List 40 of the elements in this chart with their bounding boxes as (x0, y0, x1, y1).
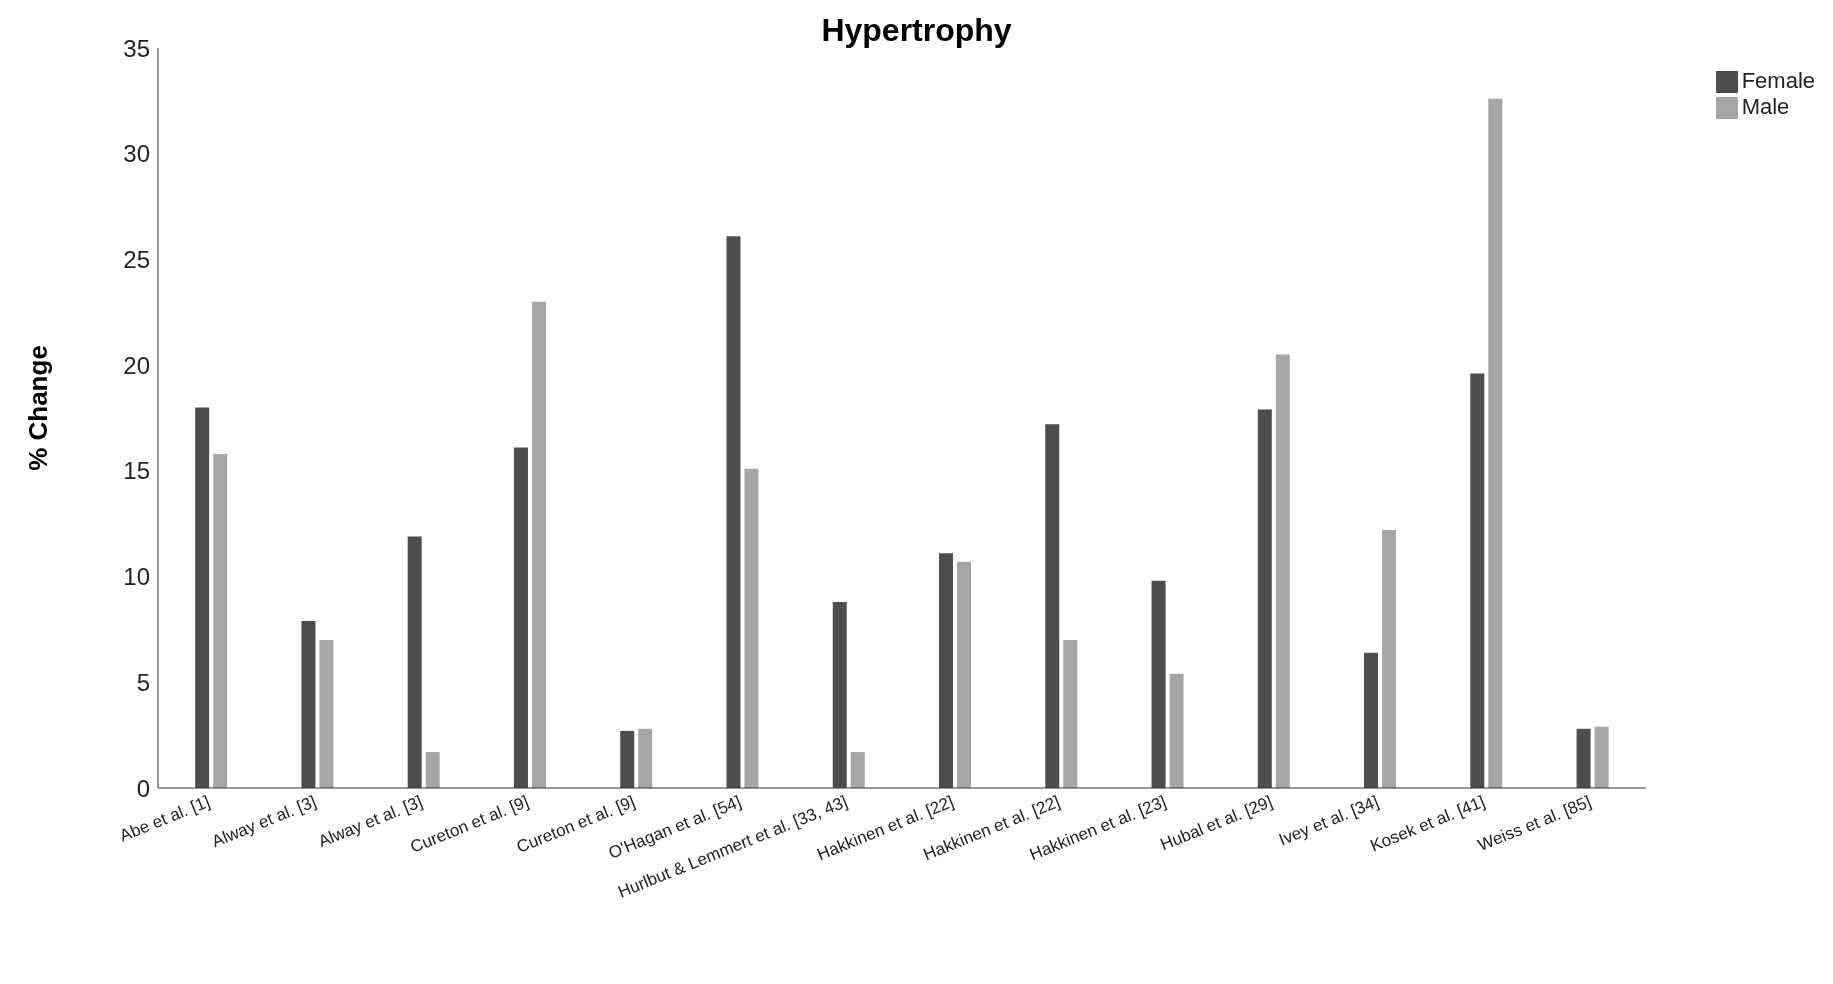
bar (1594, 726, 1609, 788)
bar (1045, 424, 1060, 788)
bar (1488, 98, 1503, 788)
bar (939, 553, 954, 788)
bar (1470, 373, 1485, 788)
bar (1382, 530, 1397, 788)
y-axis-title: % Change (22, 345, 54, 471)
bar (513, 447, 528, 788)
y-tick-label: 5 (136, 668, 150, 696)
chart-title: Hypertrophy (821, 12, 1012, 48)
bar (1063, 640, 1078, 788)
bar (1169, 673, 1184, 788)
bar (1151, 580, 1166, 788)
bar (1576, 728, 1591, 788)
bar (832, 601, 847, 788)
bar (850, 752, 865, 788)
bar (1364, 652, 1379, 788)
bar (195, 407, 210, 788)
bar (1275, 354, 1290, 788)
y-tick-label: 10 (123, 563, 150, 591)
bar (531, 301, 546, 788)
legend-label: Female (1741, 68, 1815, 93)
bar (1257, 409, 1272, 788)
y-tick-label: 20 (123, 351, 150, 379)
y-tick-label: 25 (123, 245, 150, 273)
y-tick-label: 0 (136, 774, 150, 802)
bar (957, 561, 972, 788)
y-tick-label: 35 (123, 34, 150, 62)
bar (213, 453, 228, 788)
y-tick-label: 15 (123, 457, 150, 485)
bar (301, 620, 316, 788)
bar (319, 640, 334, 788)
bar (638, 728, 653, 788)
y-tick-label: 30 (123, 140, 150, 168)
bar (726, 236, 741, 788)
bar (620, 730, 635, 788)
bar (744, 468, 759, 788)
legend-label: Male (1741, 94, 1790, 119)
bar (407, 536, 422, 788)
bar (425, 752, 440, 788)
